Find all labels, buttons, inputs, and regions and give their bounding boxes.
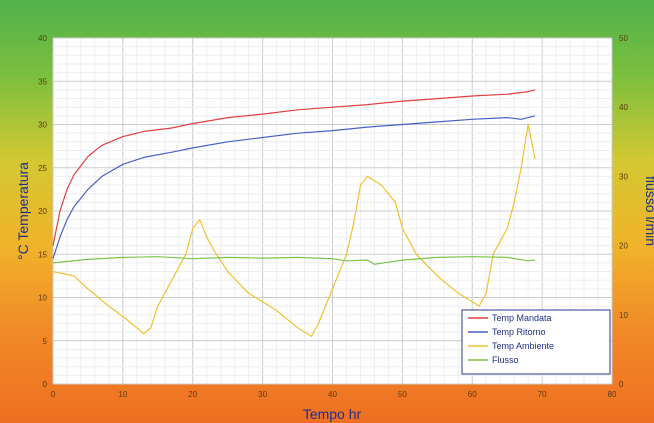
- y-tick-label: 10: [38, 294, 47, 303]
- y2-tick-label: 30: [619, 172, 628, 181]
- tick-labels: 0 10 20 30 40 50 60 70 8005101520253035400102030…: [38, 34, 628, 399]
- y2-axis-title: flusso l/min: [643, 176, 654, 246]
- y-tick-label: 30: [38, 121, 47, 130]
- y2-tick-label: 50: [619, 34, 628, 43]
- x-tick-label: 60: [468, 390, 477, 399]
- x-tick-label: 80: [608, 390, 617, 399]
- y2-tick-label: 20: [619, 242, 628, 251]
- y-tick-label: 25: [38, 164, 47, 173]
- series-line-temp-mandata: [52, 89, 536, 246]
- legend-label-flusso: Flusso: [492, 355, 519, 365]
- x-tick-label: 70: [538, 390, 547, 399]
- x-tick-label: 20: [188, 390, 197, 399]
- legend-label-ritorno: Temp Ritorno: [492, 327, 546, 337]
- legend-box: [461, 309, 611, 375]
- x-tick-label: 0: [51, 390, 56, 399]
- x-axis-title: Tempo hr: [303, 406, 362, 422]
- series-line-flusso: [52, 256, 536, 265]
- x-tick-label: 40: [328, 390, 337, 399]
- x-tick-label: 30: [258, 390, 267, 399]
- series-line-temp-ambiente: [52, 123, 536, 337]
- y-axis-title: °C Temperatura: [15, 162, 31, 260]
- y-tick-label: 35: [38, 77, 47, 86]
- y2-tick-label: 40: [619, 103, 628, 112]
- series-lines: [52, 89, 536, 337]
- legend: Temp Mandata Temp Ritorno Temp Ambiente …: [461, 309, 611, 375]
- y-tick-label: 20: [38, 207, 47, 216]
- series-line-temp-ritorno: [52, 115, 536, 259]
- grid: [52, 37, 613, 385]
- y-tick-label: 0: [43, 380, 48, 389]
- y2-tick-label: 0: [619, 380, 624, 389]
- y-tick-label: 5: [43, 337, 48, 346]
- legend-label-mandata: Temp Mandata: [492, 313, 552, 323]
- x-tick-label: 50: [398, 390, 407, 399]
- y-tick-label: 15: [38, 250, 47, 259]
- x-tick-label: 10: [118, 390, 127, 399]
- legend-label-ambiente: Temp Ambiente: [492, 341, 554, 351]
- y-tick-label: 40: [38, 34, 47, 43]
- y2-tick-label: 10: [619, 311, 628, 320]
